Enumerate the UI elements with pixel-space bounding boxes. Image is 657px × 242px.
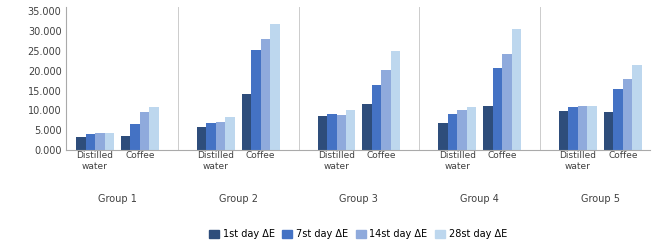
- Bar: [623, 79, 632, 150]
- Bar: [121, 136, 130, 150]
- Bar: [149, 107, 159, 150]
- Bar: [381, 70, 391, 150]
- Bar: [104, 133, 114, 150]
- Bar: [346, 110, 355, 150]
- Text: Group 1: Group 1: [98, 195, 137, 204]
- Bar: [372, 85, 381, 150]
- Bar: [466, 107, 476, 150]
- Bar: [317, 116, 327, 150]
- Bar: [483, 106, 493, 150]
- Text: Group 4: Group 4: [461, 195, 499, 204]
- Bar: [604, 112, 614, 150]
- Bar: [76, 136, 85, 150]
- Bar: [391, 51, 400, 150]
- Bar: [559, 111, 568, 150]
- Bar: [327, 114, 336, 150]
- Bar: [587, 106, 597, 150]
- Bar: [85, 134, 95, 150]
- Bar: [197, 127, 206, 150]
- Bar: [95, 133, 104, 150]
- Bar: [336, 115, 346, 150]
- Text: Group 3: Group 3: [340, 195, 378, 204]
- Bar: [568, 107, 578, 150]
- Bar: [512, 29, 521, 150]
- Bar: [614, 89, 623, 150]
- Bar: [270, 23, 280, 150]
- Bar: [438, 123, 448, 150]
- Bar: [632, 65, 642, 150]
- Bar: [493, 68, 502, 150]
- Bar: [363, 104, 372, 150]
- Bar: [242, 94, 251, 150]
- Legend: 1st day ΔE, 7st day ΔE, 14st day ΔE, 28st day ΔE: 1st day ΔE, 7st day ΔE, 14st day ΔE, 28s…: [209, 229, 507, 239]
- Bar: [578, 106, 587, 150]
- Bar: [130, 124, 140, 150]
- Bar: [261, 38, 270, 150]
- Bar: [215, 122, 225, 150]
- Bar: [502, 54, 512, 150]
- Bar: [140, 112, 149, 150]
- Bar: [251, 50, 261, 150]
- Text: Group 5: Group 5: [581, 195, 620, 204]
- Text: Group 2: Group 2: [219, 195, 258, 204]
- Bar: [448, 114, 457, 150]
- Bar: [457, 110, 466, 150]
- Bar: [225, 117, 235, 150]
- Bar: [206, 123, 215, 150]
